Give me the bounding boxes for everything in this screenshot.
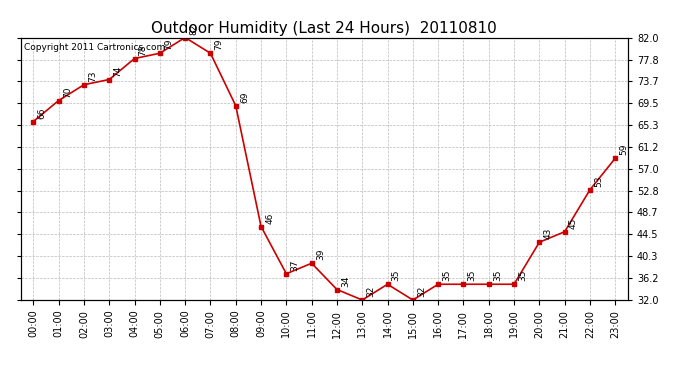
Text: 35: 35 bbox=[518, 270, 527, 282]
Text: 35: 35 bbox=[468, 270, 477, 282]
Text: 37: 37 bbox=[290, 260, 299, 271]
Text: 32: 32 bbox=[417, 286, 426, 297]
Text: 79: 79 bbox=[164, 39, 173, 51]
Text: 73: 73 bbox=[88, 70, 97, 82]
Text: 53: 53 bbox=[594, 176, 603, 187]
Text: 43: 43 bbox=[544, 228, 553, 240]
Text: 78: 78 bbox=[139, 44, 148, 56]
Text: 32: 32 bbox=[366, 286, 375, 297]
Text: 46: 46 bbox=[265, 212, 274, 224]
Text: 34: 34 bbox=[341, 275, 350, 287]
Text: 69: 69 bbox=[240, 92, 249, 103]
Text: Copyright 2011 Cartronics.com: Copyright 2011 Cartronics.com bbox=[23, 43, 165, 52]
Text: 35: 35 bbox=[493, 270, 502, 282]
Text: 74: 74 bbox=[113, 65, 122, 77]
Text: 79: 79 bbox=[215, 39, 224, 51]
Text: 66: 66 bbox=[37, 107, 46, 119]
Text: 82: 82 bbox=[189, 23, 198, 35]
Text: 35: 35 bbox=[392, 270, 401, 282]
Text: 39: 39 bbox=[316, 249, 325, 261]
Text: 70: 70 bbox=[63, 86, 72, 98]
Text: 45: 45 bbox=[569, 217, 578, 229]
Text: 59: 59 bbox=[620, 144, 629, 156]
Title: Outdoor Humidity (Last 24 Hours)  20110810: Outdoor Humidity (Last 24 Hours) 2011081… bbox=[151, 21, 497, 36]
Text: 35: 35 bbox=[442, 270, 451, 282]
